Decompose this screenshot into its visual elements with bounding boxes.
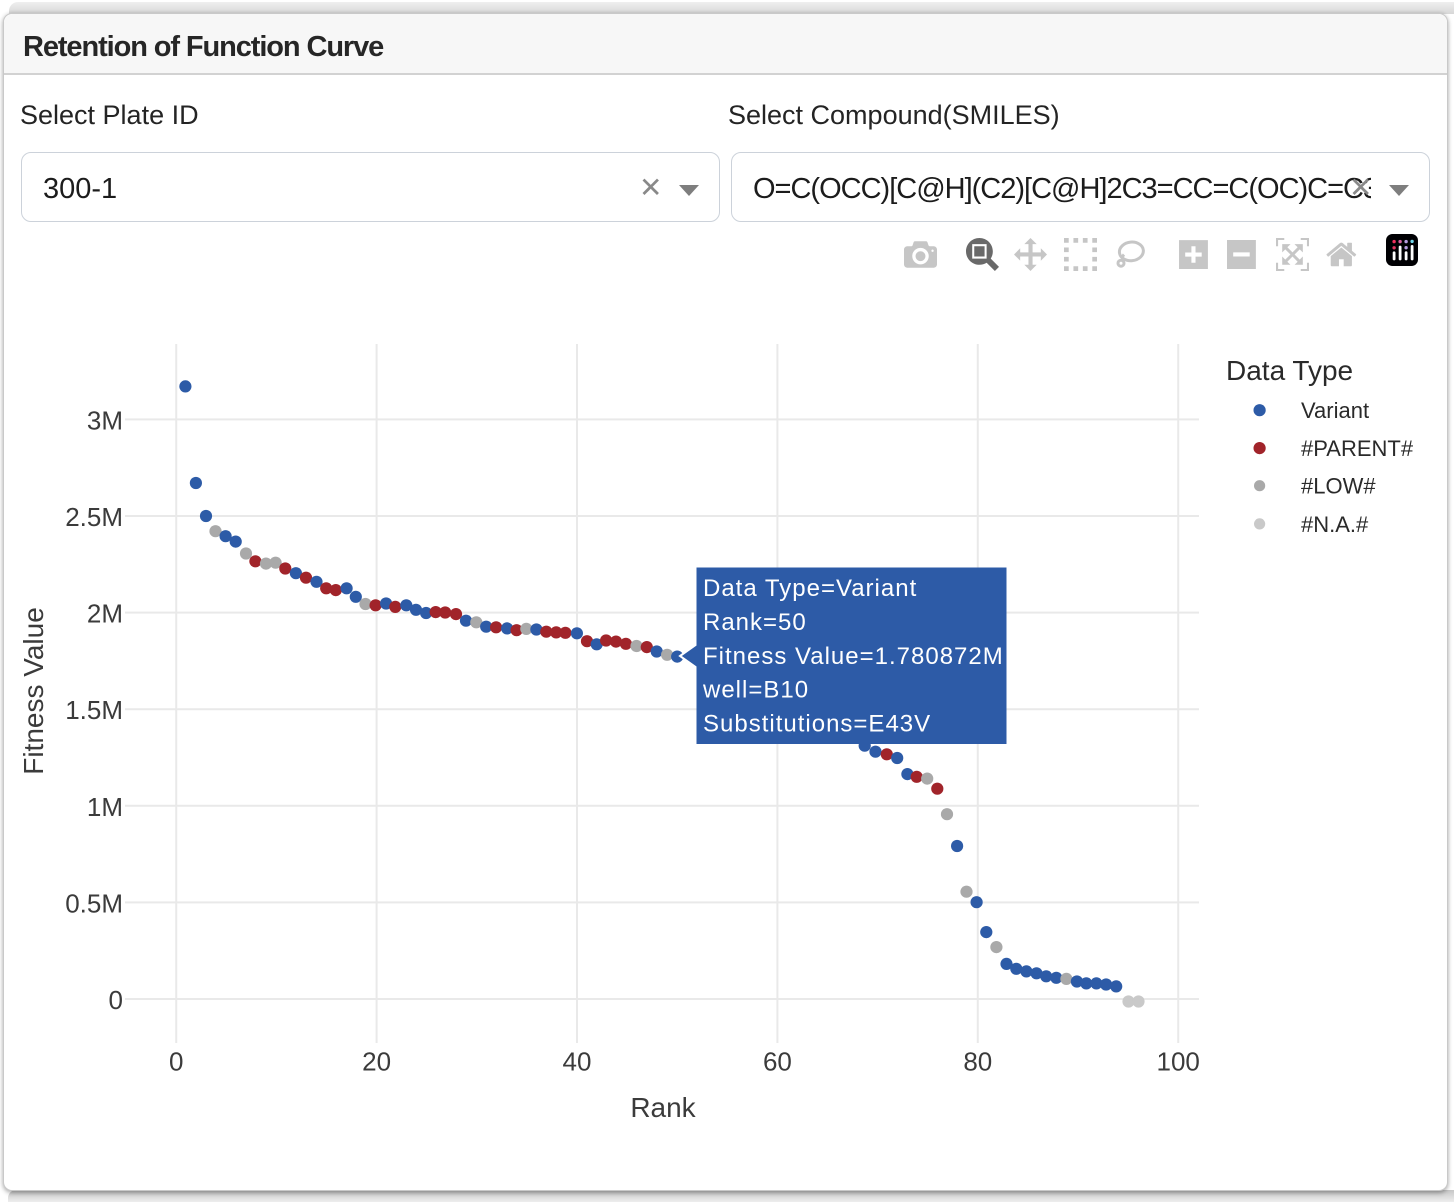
svg-text:0: 0 [169, 1047, 183, 1077]
svg-text:20: 20 [362, 1047, 391, 1077]
svg-text:Data Type=Variant: Data Type=Variant [703, 575, 917, 602]
svg-text:Variant: Variant [1301, 398, 1369, 423]
svg-text:Rank=50: Rank=50 [703, 609, 807, 636]
svg-text:#LOW#: #LOW# [1301, 474, 1376, 499]
svg-text:2.5M: 2.5M [65, 502, 123, 532]
svg-text:0.5M: 0.5M [65, 888, 123, 918]
svg-text:Fitness Value=1.780872M: Fitness Value=1.780872M [703, 643, 1004, 670]
svg-text:80: 80 [963, 1047, 992, 1077]
svg-text:2M: 2M [87, 599, 123, 629]
svg-text:40: 40 [563, 1047, 592, 1077]
svg-text:#N.A.#: #N.A.# [1301, 512, 1369, 537]
svg-text:Fitness Value: Fitness Value [18, 607, 49, 775]
svg-text:well=B10: well=B10 [702, 677, 809, 704]
svg-text:0: 0 [109, 985, 123, 1015]
svg-text:3M: 3M [87, 405, 123, 435]
svg-text:1.5M: 1.5M [65, 695, 123, 725]
svg-text:Substitutions=E43V: Substitutions=E43V [703, 711, 931, 738]
svg-text:1M: 1M [87, 792, 123, 822]
svg-text:60: 60 [763, 1047, 792, 1077]
svg-text:#PARENT#: #PARENT# [1301, 436, 1414, 461]
svg-text:Data Type: Data Type [1226, 355, 1353, 386]
svg-text:Rank: Rank [630, 1092, 696, 1123]
svg-text:100: 100 [1157, 1047, 1200, 1077]
